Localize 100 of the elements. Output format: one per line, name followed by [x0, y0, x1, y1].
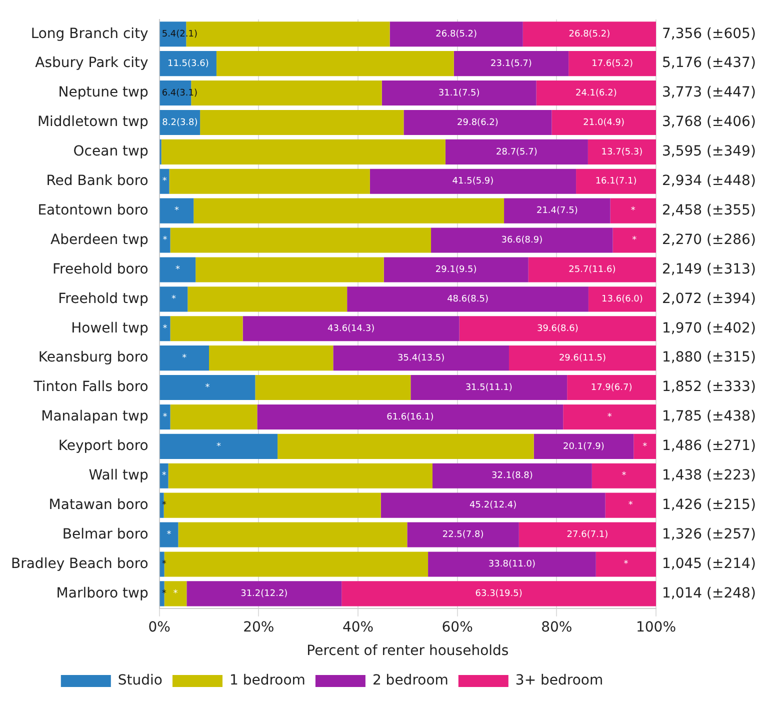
bar [209, 346, 334, 371]
bar [164, 552, 428, 577]
bar [384, 257, 528, 282]
legend-label: 2 bedroom [372, 672, 448, 689]
data-label: 17.6(5.2) [592, 58, 633, 69]
bar [170, 228, 432, 253]
text: 1,045 (±214) [662, 556, 756, 572]
data-label: 8.2(3.8) [162, 118, 198, 128]
data-label: 41.5(5.9) [452, 176, 494, 187]
y-tick-label: Freehold boro [52, 261, 148, 278]
bar [186, 581, 342, 606]
bar [634, 434, 656, 459]
data-label: * [632, 236, 638, 246]
text: 1,438 (±223) [662, 468, 756, 484]
bar [160, 404, 170, 430]
bar [216, 51, 454, 76]
bar [536, 80, 656, 106]
data-label: 29.1(9.5) [435, 265, 477, 276]
bar [612, 228, 656, 253]
data-label: 25.7(11.6) [568, 265, 616, 276]
data-label: 48.6(8.5) [447, 294, 488, 305]
bar [380, 492, 606, 518]
data-label: * [216, 442, 222, 452]
bar [528, 257, 656, 282]
data-label: 33.8(11.0) [488, 560, 536, 570]
data-label: * [162, 176, 168, 187]
x-tick-label: 60% [442, 619, 473, 636]
bar [160, 522, 178, 548]
data-label: * [182, 353, 188, 364]
data-label: * [162, 236, 168, 246]
text: 1,426 (±215) [662, 496, 756, 513]
bar [160, 375, 256, 400]
y-tick-label: Bradley Beach boro [10, 556, 148, 572]
data-label: 36.6(8.9) [501, 236, 543, 246]
data-label: 26.8(5.2) [436, 29, 478, 40]
text: 2,072 (±394) [662, 290, 756, 307]
bar [410, 375, 568, 400]
data-label: 27.6(7.1) [566, 530, 608, 540]
y-tick-label: Howell twp [71, 320, 148, 336]
bar [160, 434, 278, 459]
bar [278, 434, 534, 459]
data-label: * [162, 412, 168, 422]
data-label: 31.1(7.5) [438, 88, 480, 98]
y-tick-label: Red Bank boro [46, 173, 148, 190]
y-tick-label: Eatontown boro [38, 202, 148, 218]
data-label: 39.6(8.6) [536, 324, 578, 334]
data-label: * [166, 530, 172, 540]
data-label: 28.7(5.7) [496, 147, 538, 158]
bar [588, 139, 656, 164]
bar [407, 522, 519, 548]
data-label: 45.2(12.4) [470, 500, 517, 511]
bar [160, 198, 194, 224]
y-tick-label: Aberdeen twp [50, 232, 148, 248]
bar [178, 522, 408, 548]
data-label: 24.1(6.2) [575, 88, 617, 98]
bar [592, 463, 656, 488]
bar [160, 228, 170, 253]
bar [200, 110, 404, 135]
y-tick-label: Middletown twp [37, 114, 148, 130]
data-label: * [175, 265, 180, 276]
data-label: 23.1(5.7) [490, 58, 532, 69]
bar [431, 228, 613, 253]
bar [342, 581, 656, 606]
text: 2,149 (±313) [662, 261, 756, 278]
data-label: 35.4(13.5) [398, 353, 445, 364]
y-tick-label: Matawan boro [48, 496, 148, 513]
bar [404, 110, 552, 135]
y-tick-label: Long Branch city [30, 26, 148, 42]
bar [390, 22, 523, 47]
y-tick-label: Asbury Park city [35, 55, 148, 72]
data-label: * [607, 412, 612, 422]
y-tick-label: Marlboro twp [56, 585, 148, 602]
data-label: 26.8(5.2) [568, 29, 610, 40]
y-tick-label: Ocean twp [73, 144, 148, 160]
bar [164, 581, 187, 606]
bar [255, 375, 411, 400]
bar [242, 316, 460, 342]
bar [382, 80, 536, 106]
data-label: 16.1(7.1) [595, 176, 637, 187]
bar [160, 463, 168, 488]
bar [534, 434, 634, 459]
data-label: 29.8(6.2) [457, 118, 498, 128]
bar [160, 492, 164, 518]
text: 1,970 (±402) [662, 320, 756, 336]
data-label: 31.2(12.2) [240, 589, 288, 600]
text: 1,486 (±271) [662, 438, 756, 454]
bar [370, 168, 576, 194]
bar [170, 404, 258, 430]
bar [568, 51, 656, 76]
bar [552, 110, 656, 135]
bar [194, 198, 504, 224]
bar [160, 257, 196, 282]
data-label: * [173, 589, 178, 600]
data-label: * [172, 294, 176, 305]
bar [428, 552, 596, 577]
y-tick-label: Belmar boro [62, 526, 148, 542]
text: 3,773 (±447) [662, 84, 756, 101]
bar [164, 492, 381, 518]
data-label: * [630, 206, 636, 216]
data-label: * [162, 471, 167, 482]
